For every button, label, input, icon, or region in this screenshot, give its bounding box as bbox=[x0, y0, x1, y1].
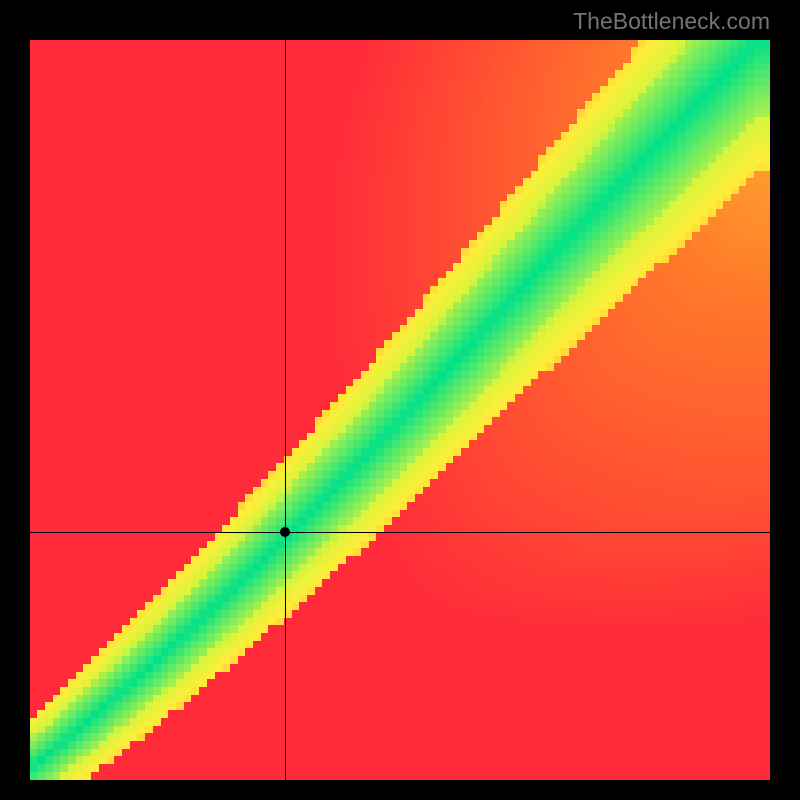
watermark-text: TheBottleneck.com bbox=[573, 8, 770, 35]
marker-dot bbox=[280, 527, 290, 537]
crosshair-vertical bbox=[285, 40, 286, 780]
heatmap-canvas bbox=[30, 40, 770, 780]
crosshair-horizontal bbox=[30, 532, 770, 533]
heatmap-plot bbox=[30, 40, 770, 780]
